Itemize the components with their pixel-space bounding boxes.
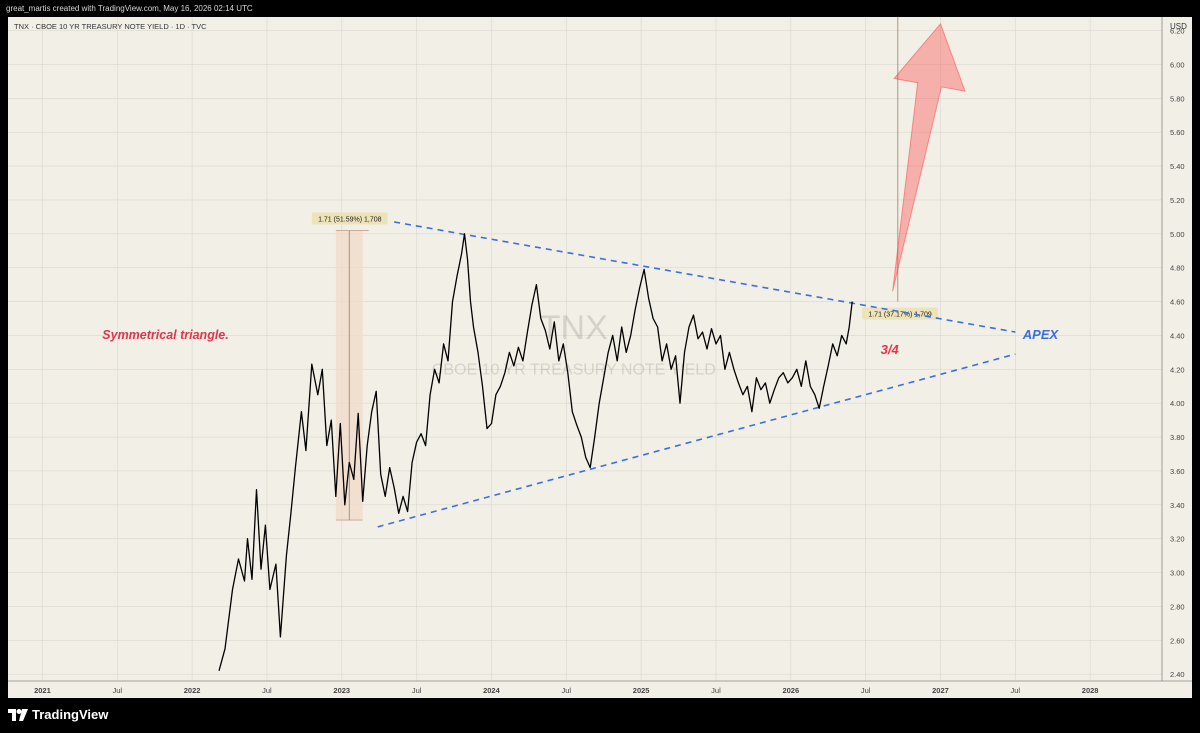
price-tick-label: 5.60: [1170, 128, 1185, 137]
price-tick-label: 5.40: [1170, 162, 1185, 171]
price-tick-label: 4.20: [1170, 365, 1185, 374]
measure-label-bg: [862, 307, 939, 320]
tradingview-icon: [8, 708, 28, 721]
caption-text: great_martis created with TradingView.co…: [6, 4, 253, 13]
time-tick-label: 2027: [932, 686, 949, 695]
arrow-shape: [892, 22, 966, 292]
chart-frame[interactable]: 2.40 2.60 2.80 3.00 3.20 3.40 3.60 3.80 4.00 4.20…: [0, 17, 1200, 698]
time-tick-label: Jul: [711, 686, 721, 695]
trendline-lower: [377, 353, 1016, 528]
series-line: [218, 233, 853, 671]
measure-label: 1.71 (37.17%) 1,709: [868, 312, 932, 319]
time-tick-label: 2022: [184, 686, 201, 695]
price-axis-bg[interactable]: [1162, 17, 1192, 681]
brand-name: TradingView: [32, 707, 109, 722]
time-tick-label: Jul: [412, 686, 422, 695]
price-tick-label: 3.00: [1170, 569, 1185, 578]
time-tick-label: 2026: [782, 686, 799, 695]
chart-title: TNX · CBOE 10 YR TREASURY NOTE YIELD · 1…: [14, 22, 207, 31]
trendlines[interactable]: [377, 221, 1016, 528]
time-tick-label: Jul: [1011, 686, 1021, 695]
price-tick-label: 3.60: [1170, 467, 1185, 476]
annotation-text: 3/4: [881, 342, 900, 357]
time-tick-label: Jul: [561, 686, 571, 695]
price-tick-label: 4.80: [1170, 264, 1185, 273]
watermark: TNX CBOE 10 YR TREASURY NOTE YIELD: [432, 309, 716, 379]
price-series[interactable]: [218, 233, 853, 671]
price-tick-label: 3.40: [1170, 501, 1185, 510]
time-tick-label: 2023: [333, 686, 350, 695]
watermark-symbol: TNX: [540, 309, 608, 347]
price-tick-label: 2.80: [1170, 602, 1185, 611]
measure-label-bg: [311, 212, 388, 225]
price-tick-label: 5.80: [1170, 94, 1185, 103]
time-tick-label: 2028: [1082, 686, 1099, 695]
watermark-name: CBOE 10 YR TREASURY NOTE YIELD: [432, 361, 716, 378]
currency-label: USD: [1170, 22, 1187, 31]
price-tick-label: 6.00: [1170, 60, 1185, 69]
time-tick-label: Jul: [112, 686, 122, 695]
projection-arrow[interactable]: [892, 22, 966, 292]
price-tick-label: 4.60: [1170, 298, 1185, 307]
tradingview-logo[interactable]: TradingView: [8, 707, 108, 722]
caption-bar: great_martis created with TradingView.co…: [0, 0, 1200, 17]
time-tick-label: 2021: [34, 686, 51, 695]
price-tick-label: 5.00: [1170, 230, 1185, 239]
time-axis[interactable]: 2021 Jul 2022 Jul 2023 Jul 2024 Jul 2025 Jul 2026 J…: [34, 686, 1098, 695]
annotation-text: Symmetrical triangle.: [102, 328, 228, 342]
annotations[interactable]: Symmetrical triangle. 3/4 APEX: [102, 327, 1059, 357]
price-tick-label: 4.00: [1170, 399, 1185, 408]
time-tick-label: 2025: [633, 686, 650, 695]
price-tick-label: 3.80: [1170, 433, 1185, 442]
price-tick-label: 2.40: [1170, 670, 1185, 679]
time-tick-label: Jul: [861, 686, 871, 695]
price-chart[interactable]: 2.40 2.60 2.80 3.00 3.20 3.40 3.60 3.80 4.00 4.20…: [0, 17, 1200, 698]
price-tick-label: 4.40: [1170, 331, 1185, 340]
price-tick-label: 5.20: [1170, 196, 1185, 205]
measure-label: 1.71 (51.59%) 1,708: [318, 216, 382, 223]
footer-bar: TradingView: [0, 698, 1200, 733]
price-axis[interactable]: 2.40 2.60 2.80 3.00 3.20 3.40 3.60 3.80 4.00 4.20…: [1170, 27, 1185, 680]
measure-tools[interactable]: 1.71 (51.59%) 1,708 1.71 (37.17%) 1,709: [311, 17, 939, 521]
annotation-text: APEX: [1022, 327, 1060, 342]
grid: [8, 17, 1192, 682]
time-axis-bg[interactable]: [8, 681, 1192, 698]
time-tick-label: Jul: [262, 686, 272, 695]
price-tick-label: 2.60: [1170, 636, 1185, 645]
price-tick-label: 3.20: [1170, 535, 1185, 544]
price-tick-label: 6.20: [1170, 27, 1185, 36]
time-tick-label: 2024: [483, 686, 501, 695]
chart-area-bg: [8, 17, 1162, 681]
